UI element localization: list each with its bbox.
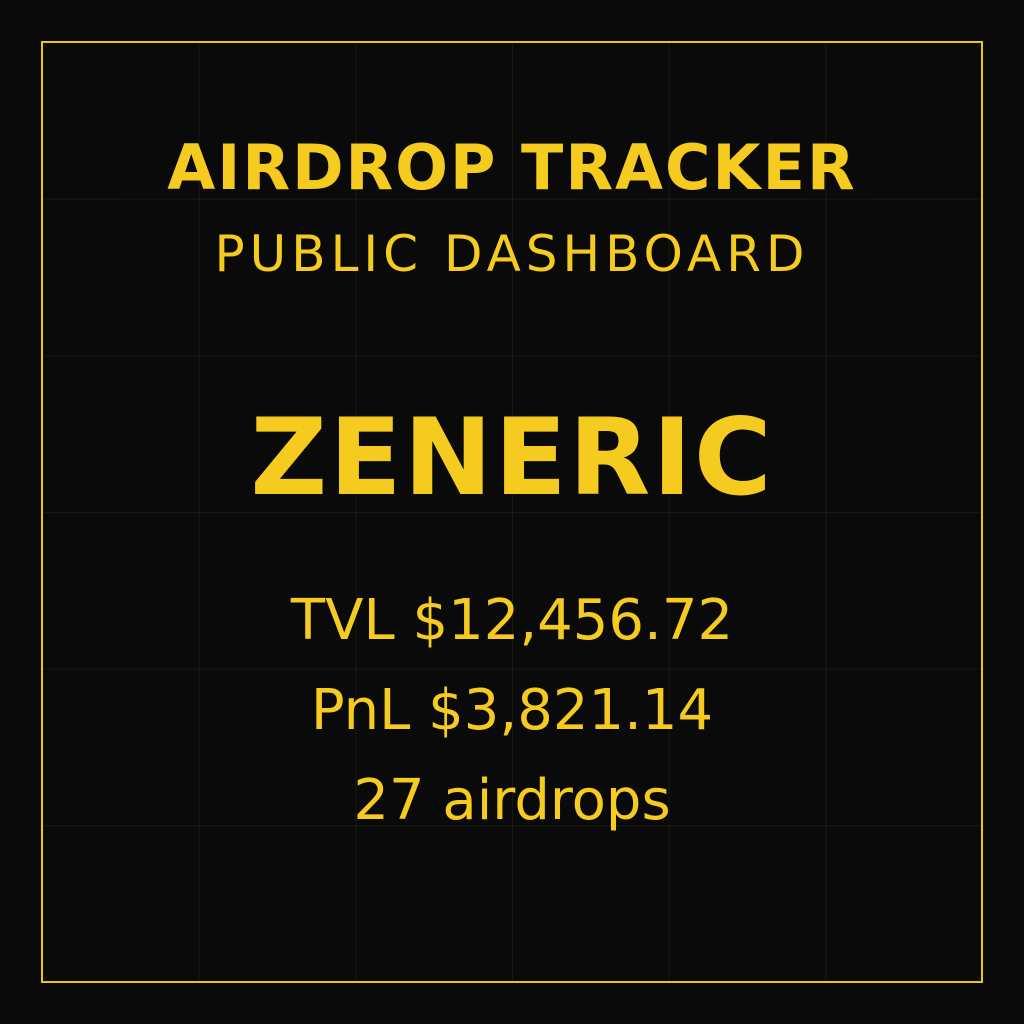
card-border <box>41 41 983 983</box>
pnl-stat: PnL $3,821.14 <box>310 678 714 743</box>
background-grid <box>42 42 982 982</box>
airdrops-count: 27 airdrops <box>353 768 671 833</box>
page-subtitle: PUBLIC DASHBOARD <box>214 225 810 283</box>
user-name: ZENERIC <box>250 396 774 519</box>
page-title: AIRDROP TRACKER <box>167 131 857 204</box>
tvl-stat: TVL $12,456.72 <box>290 588 734 653</box>
